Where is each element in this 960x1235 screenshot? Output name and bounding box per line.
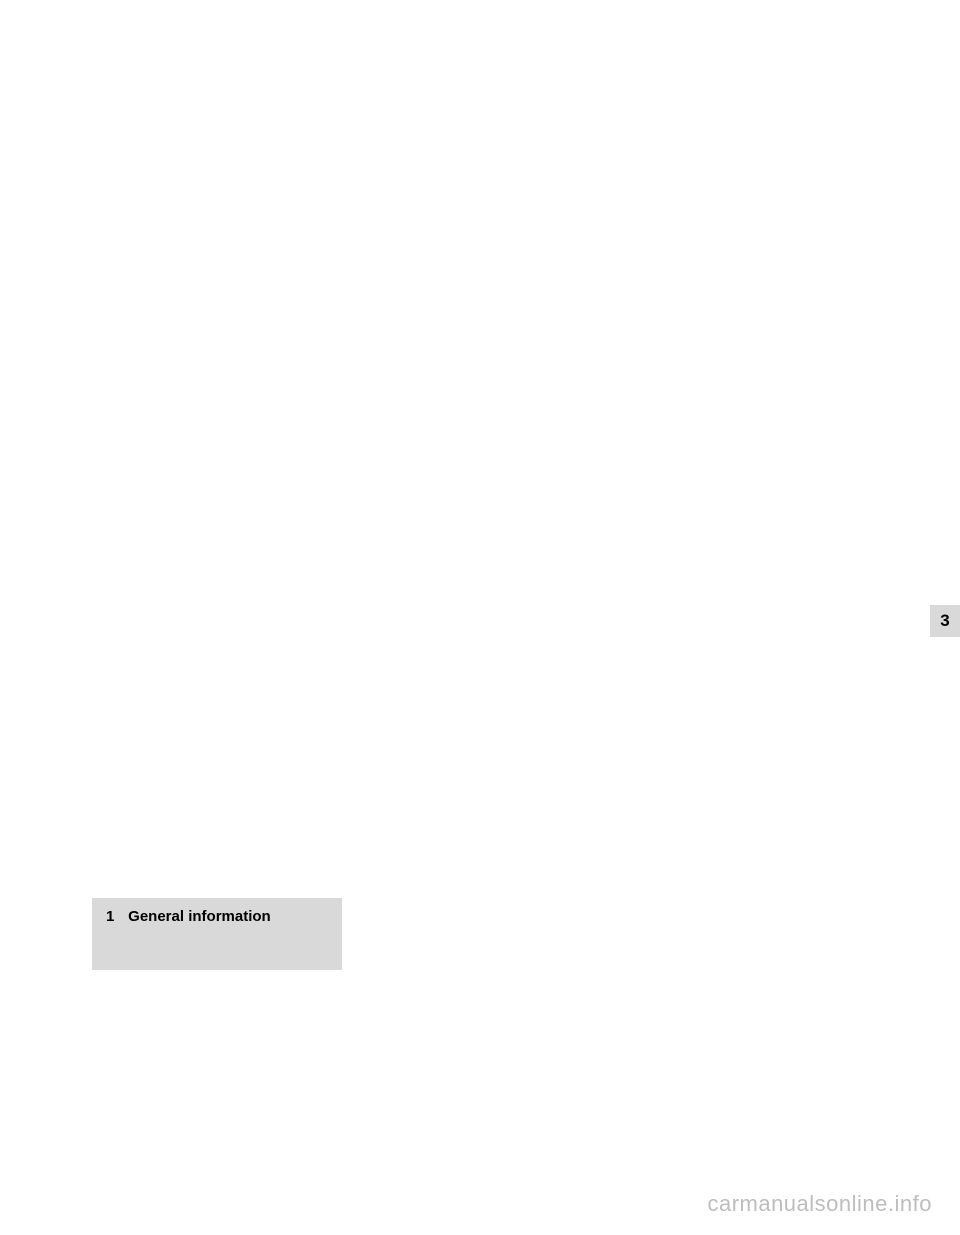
watermark-text-before: carmanualsonline <box>707 1191 887 1216</box>
watermark-text-after: info <box>895 1191 932 1216</box>
watermark: carmanualsonline.info <box>707 1191 932 1217</box>
chapter-tab-number: 3 <box>940 611 949 631</box>
section-title: General information <box>128 908 271 925</box>
chapter-tab: 3 <box>930 605 960 637</box>
section-number: 1 <box>106 908 124 925</box>
section-heading: 1 General information <box>92 898 342 970</box>
watermark-dot: . <box>888 1191 895 1216</box>
